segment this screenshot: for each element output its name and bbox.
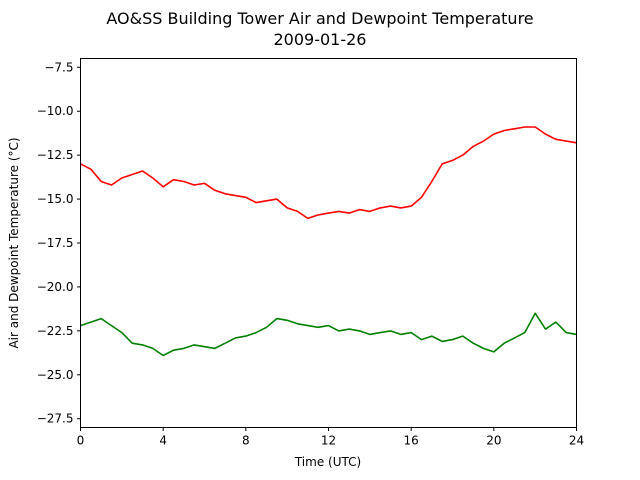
chart-title: AO&SS Building Tower Air and Dewpoint Te…: [106, 9, 533, 28]
y-tick-label: −25.0: [37, 368, 74, 382]
x-tick-label: 4: [159, 434, 167, 448]
series-line-0: [80, 126, 577, 220]
y-tick-label: −22.5: [37, 324, 74, 338]
y-tick-label: −12.5: [37, 148, 74, 162]
x-tick-label: 8: [242, 434, 250, 448]
y-tick-label: −15.0: [37, 192, 74, 206]
x-tick-label: 0: [77, 434, 85, 448]
y-tick-label: −17.5: [37, 236, 74, 250]
chart-subtitle: 2009-01-26: [274, 30, 367, 49]
x-tick-label: 12: [321, 434, 336, 448]
y-axis-label: Air and Dewpoint Temperature (°C): [7, 137, 21, 348]
y-tick-label: −27.5: [37, 412, 74, 426]
y-tick-label: −10.0: [37, 104, 74, 118]
y-tick-label: −7.5: [44, 60, 73, 74]
x-tick-label: 16: [404, 434, 419, 448]
y-tick-label: −20.0: [37, 280, 74, 294]
series-line-1: [80, 312, 577, 357]
x-axis-label: Time (UTC): [294, 455, 361, 469]
ticks-layer: 0 4 8 12 16 20 24 −27.5 −25.0 −22.5 −20.0 −17.5 −15.…: [37, 60, 584, 447]
x-tick-label: 24: [569, 434, 584, 448]
x-tick-label: 20: [486, 434, 501, 448]
plot-frame: [80, 58, 577, 428]
series-layer: [80, 126, 577, 357]
